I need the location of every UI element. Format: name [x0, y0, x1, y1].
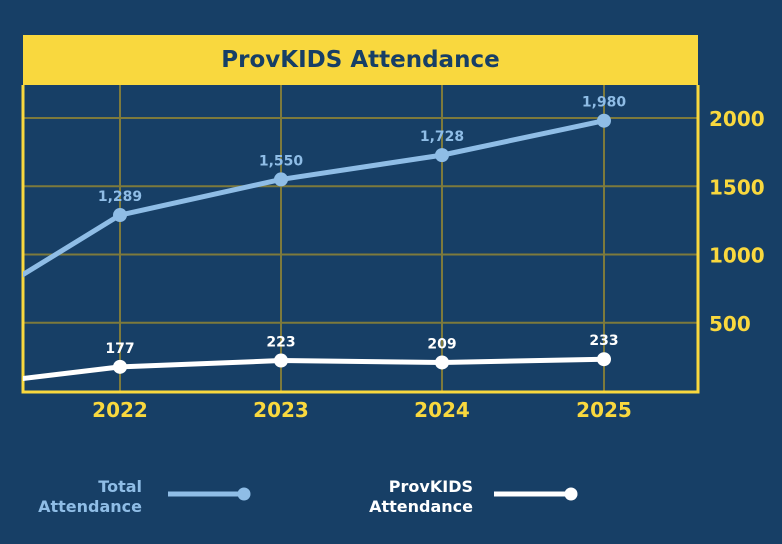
legend-swatch-dot	[564, 487, 578, 501]
data-point	[435, 148, 449, 163]
data-label: 1,728	[420, 129, 464, 145]
chart-title: ProvKIDS Attendance	[221, 47, 500, 73]
data-label: 209	[427, 336, 456, 352]
series-line-1	[23, 356, 605, 382]
x-tick-label: 2023	[253, 398, 309, 422]
plot-border	[21, 85, 700, 394]
x-tick-label: 2022	[92, 398, 148, 422]
data-point	[113, 359, 127, 374]
y-tick-label: 500	[709, 312, 751, 336]
data-point	[597, 352, 611, 367]
legend-provkids-line2: Attendance	[369, 497, 473, 516]
legend-label-total: Total Attendance	[20, 477, 142, 517]
data-label: 223	[266, 335, 295, 351]
legend-swatch-dot	[237, 487, 251, 501]
x-tick-label: 2025	[576, 398, 632, 422]
data-label: 1,980	[582, 95, 627, 111]
x-tick-label: 2024	[414, 398, 470, 422]
y-tick-label: 1000	[709, 244, 765, 268]
series-line-0	[23, 118, 605, 278]
data-label: 1,289	[98, 189, 142, 205]
legend-provkids-line1: ProvKIDS	[388, 477, 473, 496]
legend-total-line2: Attendance	[38, 497, 142, 516]
legend-label-provkids: ProvKIDS Attendance	[330, 477, 473, 517]
series-group: 1,289 1,550 1,728 1,980 177 223 209 233	[23, 95, 627, 382]
legend-total-line1: Total	[98, 477, 142, 496]
y-tick-label: 2000	[709, 107, 765, 131]
data-label: 1,550	[259, 153, 304, 169]
data-point	[113, 208, 127, 223]
data-point	[274, 353, 288, 368]
data-point	[274, 172, 288, 187]
y-tick-label: 1500	[709, 175, 765, 199]
data-label: 233	[589, 333, 618, 349]
title-bar: ProvKIDS Attendance	[23, 35, 698, 85]
data-point	[435, 355, 449, 370]
data-point	[597, 113, 611, 128]
data-label: 177	[105, 341, 134, 357]
